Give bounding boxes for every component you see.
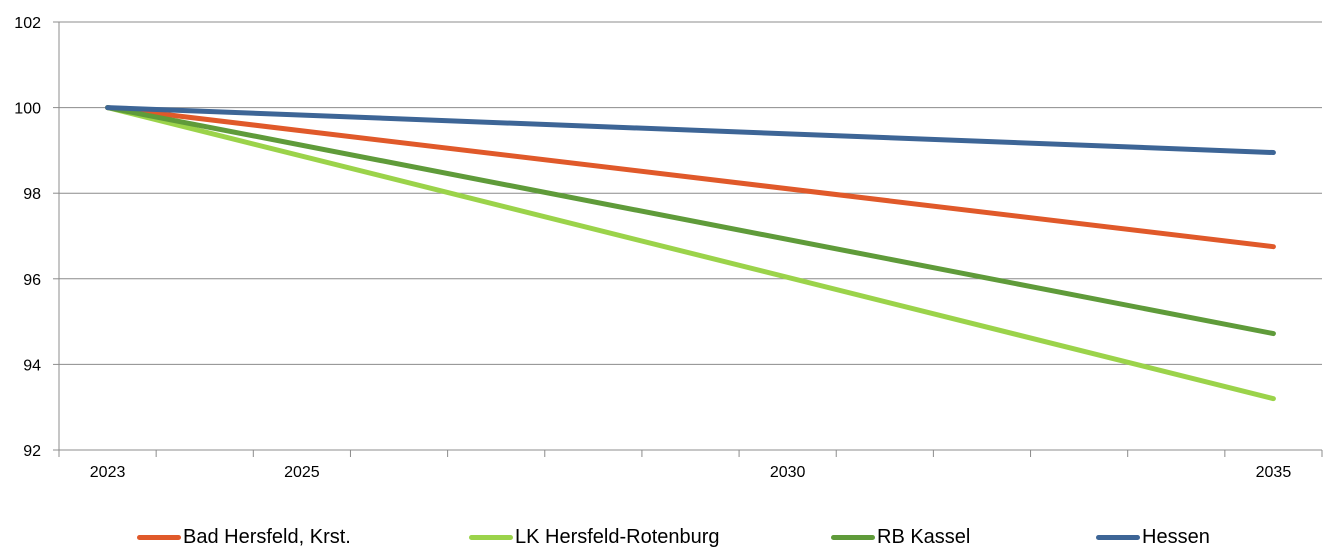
y-tick-label-100: 100 xyxy=(14,101,41,118)
legend-item-3: RB Kassel xyxy=(831,522,970,552)
y-tick-label-92: 92 xyxy=(23,443,41,460)
axes xyxy=(58,22,1322,451)
series-line-2 xyxy=(105,105,1276,402)
legend-label: LK Hersfeld-Rotenburg xyxy=(515,526,720,548)
legend-label: Hessen xyxy=(1142,526,1210,548)
series-lines xyxy=(105,105,1276,402)
line-chart: 92 94 96 98 100 102 2023 2025 2030 2035 xyxy=(14,15,1323,481)
legend-swatch xyxy=(137,534,181,540)
y-tick-label-98: 98 xyxy=(23,186,41,203)
y-axis-ticks: 92 94 96 98 100 102 xyxy=(14,15,59,460)
x-tick-label-2023: 2023 xyxy=(90,464,126,481)
y-tick-label-96: 96 xyxy=(23,272,41,289)
legend-label: Bad Hersfeld, Krst. xyxy=(183,526,351,548)
legend-item-4: Hessen xyxy=(1096,522,1210,552)
legend-item-1: Bad Hersfeld, Krst. xyxy=(137,522,351,552)
y-tick-label-94: 94 xyxy=(23,357,41,374)
legend-swatch xyxy=(469,534,513,540)
legend-label: RB Kassel xyxy=(877,526,971,548)
legend-swatch xyxy=(1096,534,1140,540)
legend: Bad Hersfeld, Krst. LK Hersfeld-Rotenburg… xyxy=(0,522,1332,552)
x-tick-label-2025: 2025 xyxy=(284,464,320,481)
x-tick-label-2035: 2035 xyxy=(1256,464,1292,481)
x-axis-ticks: 2023 2025 2030 2035 xyxy=(58,450,1323,481)
series-line-1 xyxy=(105,105,1276,250)
y-tick-label-102: 102 xyxy=(14,15,41,32)
series-line-4 xyxy=(105,105,1276,156)
legend-item-2: LK Hersfeld-Rotenburg xyxy=(469,522,720,552)
x-tick-label-2030: 2030 xyxy=(770,464,806,481)
legend-swatch xyxy=(831,534,875,540)
gridlines xyxy=(59,21,1322,365)
series-line-3 xyxy=(105,105,1276,337)
